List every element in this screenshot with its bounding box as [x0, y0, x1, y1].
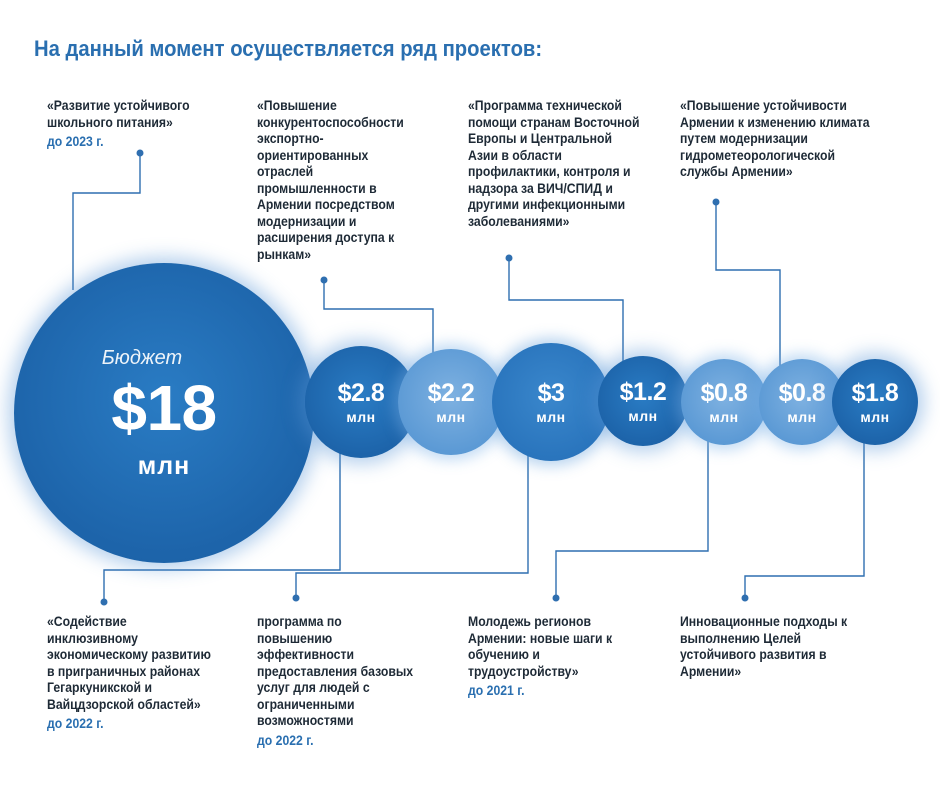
connector-sdg: [744, 440, 865, 598]
bubble-amount: $2.8: [337, 378, 385, 407]
connector-climate: [715, 202, 781, 372]
project-inclusive-development: «Содействие инклюзивному экономическому …: [47, 614, 218, 733]
budget-bubble-0-8-a: $0.8 млн: [681, 359, 767, 445]
bubble-amount: $0.8: [700, 378, 748, 407]
project-deadline: до 2022 г.: [47, 716, 104, 731]
project-title: Молодежь регионов Армении: новые шаги к …: [468, 614, 613, 679]
bubble-unit: млн: [536, 408, 566, 425]
total-unit: млн: [137, 452, 191, 480]
project-school-meals: «Развитие устойчивого школьного питания»…: [47, 98, 198, 151]
project-youth-regions: Молодежь регионов Армении: новые шаги к …: [468, 614, 648, 700]
budget-bubble-0-8-b: $0.8 млн: [759, 359, 845, 445]
project-sdg-approaches: Инновационные подходы к выполнению Целей…: [680, 614, 865, 680]
bubble-amount: $2.2: [427, 378, 475, 407]
bubble-amount: $1.8: [851, 378, 899, 407]
project-deadline: до 2023 г.: [47, 134, 104, 149]
bubble-unit: млн: [436, 408, 466, 425]
project-title: «Программа технической помощи странам Во…: [468, 98, 640, 229]
budget-caption: Бюджет: [101, 347, 183, 369]
bubble-amount: $0.8: [778, 378, 826, 407]
project-title: «Содействие инклюзивному экономическому …: [47, 614, 211, 712]
bubble-unit: млн: [787, 408, 817, 425]
budget-bubble-2-2: $2.2 млн: [398, 349, 504, 455]
connector-dot: [712, 198, 720, 206]
bubble-amount: $1.2: [619, 377, 667, 406]
project-title: Инновационные подходы к выполнению Целей…: [680, 614, 848, 679]
project-title: программа по повышению эффективности пре…: [257, 614, 414, 728]
budget-bubble-1-8: $1.8 млн: [832, 359, 918, 445]
connector-dot: [136, 149, 144, 157]
connector-dot: [100, 598, 108, 606]
connector-dot: [552, 594, 560, 602]
bubble-amount: $3: [537, 378, 565, 407]
connector-disability: [295, 440, 529, 598]
bubble-unit: млн: [346, 408, 376, 425]
project-deadline: до 2022 г.: [257, 732, 314, 748]
connector-youth: [555, 440, 709, 598]
project-climate-resilience: «Повышение устойчивости Армении к измене…: [680, 98, 885, 181]
budget-bubble-1-2: $1.2 млн: [598, 356, 688, 446]
project-title: «Развитие устойчивого школьного питания»: [47, 98, 190, 130]
connector-dot: [741, 594, 749, 602]
project-title: «Повышение конкурентоспособности экспорт…: [257, 98, 404, 262]
connector-dot: [505, 254, 513, 262]
budget-bubble-3: $3 млн: [492, 343, 610, 461]
page-title: На данный момент осуществляется ряд прое…: [34, 36, 543, 61]
project-title: «Повышение устойчивости Армении к измене…: [680, 98, 870, 179]
project-disability-services: программа по повышению эффективности пре…: [257, 614, 417, 749]
project-deadline: до 2021 г.: [468, 683, 525, 698]
connector-dot: [320, 276, 328, 284]
total-budget-bubble: Бюджет $18 млн: [14, 263, 314, 563]
project-hiv-program: «Программа технической помощи странам Во…: [468, 98, 641, 230]
bubble-unit: млн: [709, 408, 739, 425]
bubble-unit: млн: [860, 408, 890, 425]
project-export-competitiveness: «Повышение конкурентоспособности экспорт…: [257, 98, 424, 263]
total-amount: $18: [111, 372, 217, 444]
bubble-unit: млн: [628, 407, 658, 424]
connector-dot: [292, 594, 300, 602]
